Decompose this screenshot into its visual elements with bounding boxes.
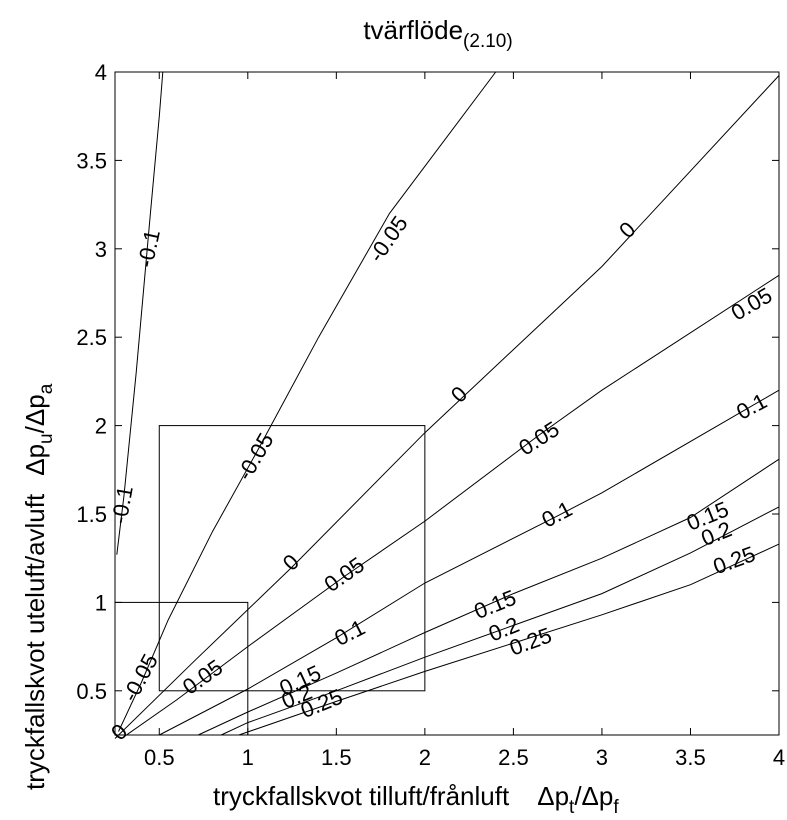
y-axis-title-text: tryckfallskvot uteluft/avluft bbox=[20, 493, 50, 790]
y-tick-label: 1.5 bbox=[76, 502, 107, 527]
x-tick-label: 3.5 bbox=[675, 745, 706, 770]
y-tick-label: 3.5 bbox=[76, 148, 107, 173]
plot-frame bbox=[114, 71, 780, 736]
y-tick-label: 2 bbox=[95, 414, 107, 439]
x-axis-title: tryckfallskvot tilluft/frånluft Δpt/Δpf bbox=[213, 781, 619, 818]
x-tick-label: 1.5 bbox=[321, 745, 352, 770]
contour-line bbox=[197, 458, 780, 736]
chart-title-main: tvärflöde bbox=[363, 15, 463, 45]
axis-ticks: 0.5 1 1.5 2 2.5 3 3.5 4 0.5 1 1.5 2 2.5 3 3.5 4 bbox=[76, 60, 785, 770]
x-axis-symbol-a: Δp bbox=[537, 781, 569, 811]
x-tick-label: 2.5 bbox=[498, 745, 529, 770]
x-tick-label: 3 bbox=[596, 745, 608, 770]
y-axis-title: tryckfallskvot uteluft/avluftΔpu/Δpa bbox=[20, 383, 57, 790]
y-tick-label: 4 bbox=[95, 60, 107, 85]
x-axis-slash: / bbox=[574, 781, 582, 811]
x-tick-label: 0.5 bbox=[144, 745, 175, 770]
y-tick-label: 1 bbox=[95, 590, 107, 615]
y-tick-label: 0.5 bbox=[76, 679, 107, 704]
x-tick-label: 1 bbox=[242, 745, 254, 770]
x-tick-label: 2 bbox=[419, 745, 431, 770]
y-axis-symbol-a-sub: u bbox=[36, 433, 57, 444]
x-axis-symbol-b: Δp bbox=[582, 781, 614, 811]
x-tick-label: 4 bbox=[773, 745, 785, 770]
plot-area: -0.1-0.1-0.05-0.05-0.0500000.050.050.050… bbox=[106, 71, 780, 745]
x-axis-symbol-a-sub: t bbox=[569, 797, 575, 818]
chart-title-sub: (2.10) bbox=[463, 31, 513, 52]
y-tick-label: 2.5 bbox=[76, 325, 107, 350]
y-axis-symbol-b: Δp bbox=[20, 394, 50, 426]
chart-title: tvärflöde(2.10) bbox=[363, 15, 512, 52]
y-axis-slash: / bbox=[20, 425, 50, 433]
y-axis-symbol-a: Δp bbox=[20, 444, 50, 476]
x-axis-title-text: tryckfallskvot tilluft/frånluft bbox=[213, 781, 510, 811]
x-axis-symbol-b-sub: f bbox=[613, 797, 619, 818]
region-box bbox=[158, 425, 426, 692]
contour-line bbox=[238, 543, 780, 736]
contour-line bbox=[116, 71, 164, 555]
y-tick-label: 3 bbox=[95, 237, 107, 262]
contour-line bbox=[220, 506, 780, 736]
plot-background bbox=[115, 72, 779, 735]
y-axis-symbol-b-sub: a bbox=[36, 383, 57, 394]
contour-line bbox=[114, 75, 780, 739]
contour-line bbox=[118, 71, 497, 732]
